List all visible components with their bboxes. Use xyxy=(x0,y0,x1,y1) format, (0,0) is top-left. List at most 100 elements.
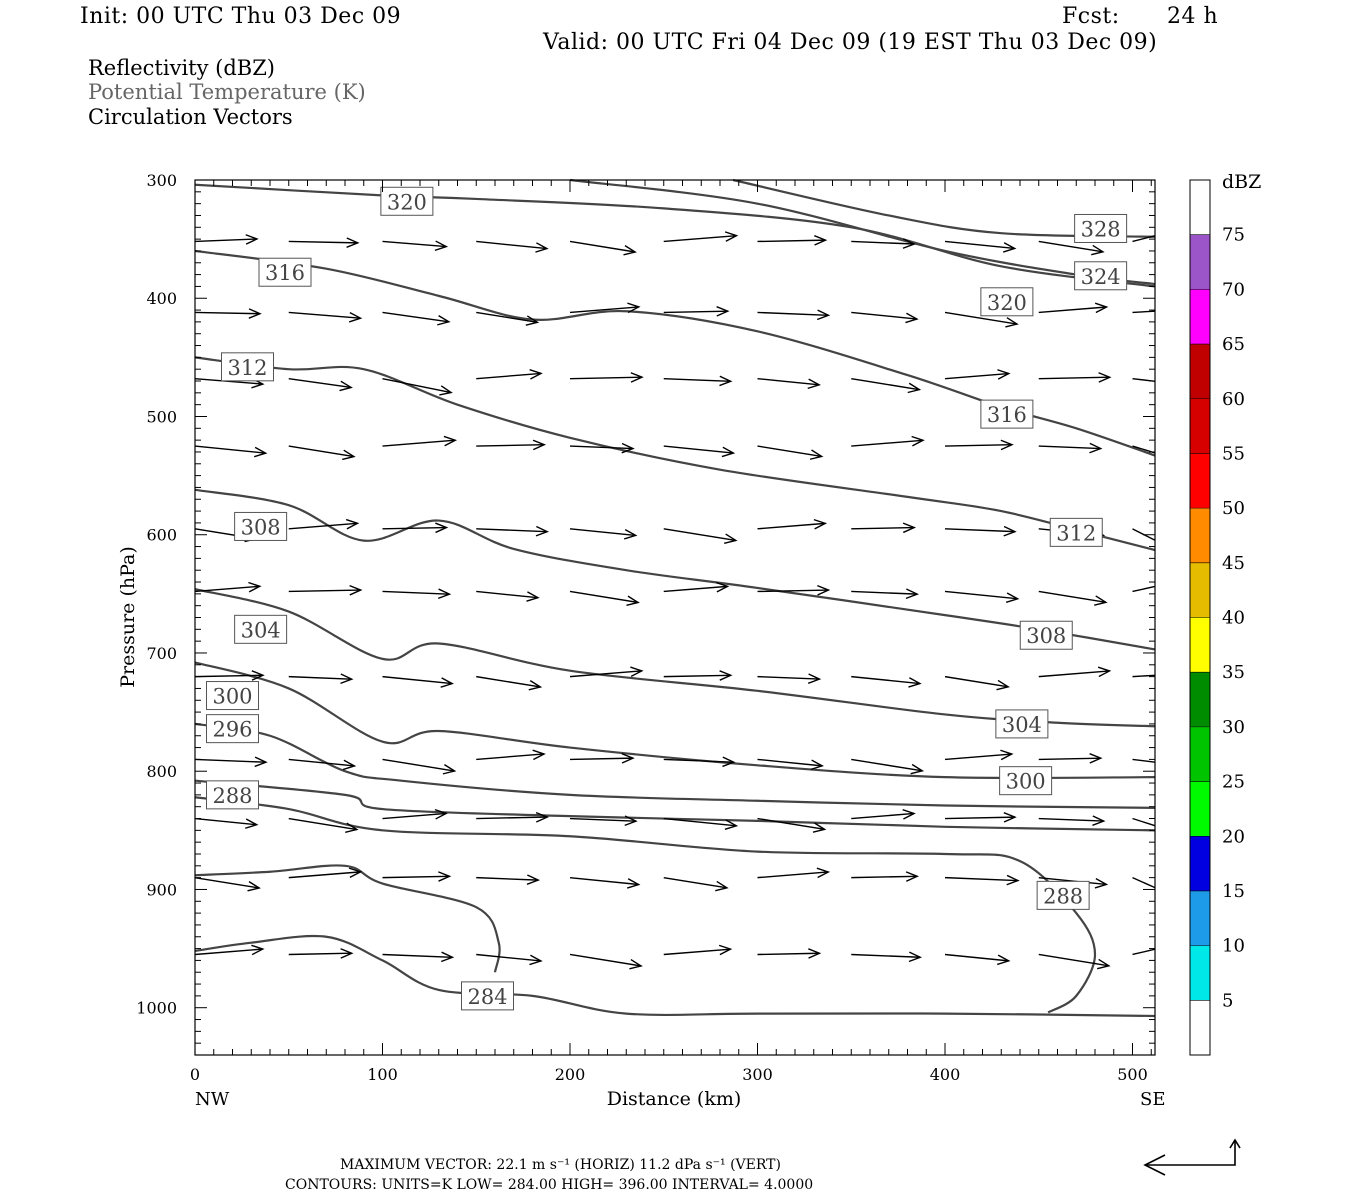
contour-label: 308 xyxy=(241,515,281,539)
colorbar-tick-label: 35 xyxy=(1222,662,1245,683)
contour-label: 300 xyxy=(212,685,252,709)
circulation-vector xyxy=(663,528,738,544)
circulation-vector xyxy=(663,375,733,387)
circulation-vector xyxy=(194,581,262,593)
contour-label-box xyxy=(206,714,259,744)
circulation-vector xyxy=(944,812,1017,823)
contour-label: 284 xyxy=(467,985,507,1009)
colorbar-tick-label: 10 xyxy=(1222,936,1245,957)
circulation-vector xyxy=(944,675,1010,691)
colorbar-tick-label: 40 xyxy=(1222,608,1245,629)
circulation-vector xyxy=(1038,240,1105,256)
contour-label-box xyxy=(1036,880,1090,910)
circulation-vector xyxy=(1132,948,1156,956)
contour-label: 320 xyxy=(387,190,427,214)
circulation-vector xyxy=(288,377,353,392)
colorbar-segment xyxy=(1190,344,1210,399)
colorbar-segment xyxy=(1190,508,1210,563)
circulation-vector xyxy=(569,528,638,540)
circulation-vector xyxy=(569,590,640,607)
circulation-vector xyxy=(851,675,922,688)
y-tick-label: 500 xyxy=(146,407,177,426)
circulation-vector xyxy=(757,673,822,684)
colorbar-tick-label: 30 xyxy=(1222,717,1245,738)
contour-line-312 xyxy=(194,356,1156,552)
contour-info: CONTOURS: UNITS=K LOW= 284.00 HIGH= 396.… xyxy=(285,1177,814,1193)
circulation-vector xyxy=(1038,302,1109,314)
contour-label-box xyxy=(206,681,259,711)
circulation-vector xyxy=(569,876,641,889)
contour-line-304 xyxy=(194,588,1156,728)
y-tick-label: 600 xyxy=(146,526,177,545)
contour-label: 304 xyxy=(1002,713,1042,737)
circulation-vector xyxy=(944,369,1011,380)
init-time: Init: 00 UTC Thu 03 Dec 09 xyxy=(80,4,402,29)
circulation-vector xyxy=(1132,674,1156,678)
circulation-vector xyxy=(663,756,736,768)
circulation-vector xyxy=(663,817,739,831)
circulation-vector xyxy=(288,867,363,879)
colorbar-segment xyxy=(1190,781,1210,837)
colorbar-tick-label: 75 xyxy=(1222,225,1245,246)
valid-time: Valid: 00 UTC Fri 04 Dec 09 (19 EST Thu … xyxy=(543,30,1158,55)
contour-label: 296 xyxy=(212,718,252,742)
colorbar-segment xyxy=(1190,562,1210,618)
circulation-vector xyxy=(382,871,452,882)
circulation-vector xyxy=(476,439,547,451)
contour-line-292 xyxy=(194,779,1156,832)
circulation-vector xyxy=(663,944,733,956)
circulation-vector xyxy=(1038,815,1106,826)
y-axis-label: Pressure (hPa) xyxy=(117,546,139,688)
y-tick-label: 300 xyxy=(146,171,177,190)
circulation-vector xyxy=(851,758,925,775)
circulation-vector xyxy=(851,435,925,447)
circulation-vector xyxy=(757,235,828,246)
circulation-vector xyxy=(1132,876,1156,889)
circulation-vector xyxy=(757,867,831,879)
circulation-vector xyxy=(569,815,638,827)
circulation-vector xyxy=(288,758,357,771)
circulation-vector xyxy=(382,675,454,688)
circulation-vector xyxy=(288,673,354,685)
contour-label-box xyxy=(206,780,259,810)
colorbar-segment xyxy=(1190,836,1210,891)
circulation-vector xyxy=(194,670,265,681)
circulation-vector xyxy=(194,445,268,458)
colorbar-segment xyxy=(1190,234,1210,290)
contour-line-288 xyxy=(194,796,1097,1014)
colorbar-tick-label: 5 xyxy=(1222,990,1233,1011)
circulation-vector xyxy=(757,817,827,833)
x-tick-label: 0 xyxy=(190,1065,200,1084)
contour-line-296 xyxy=(194,722,1156,809)
x-tick-label: 100 xyxy=(367,1065,398,1084)
x-tick-label: 500 xyxy=(1117,1065,1148,1084)
colorbar-segment xyxy=(1190,617,1210,673)
x-left-end-label: NW xyxy=(195,1089,230,1110)
contour-label-box xyxy=(221,352,274,382)
circulation-vector xyxy=(757,377,821,390)
circulation-vector xyxy=(476,811,550,823)
contour-label: 316 xyxy=(265,261,305,285)
circulation-vector xyxy=(1038,442,1103,454)
circulation-vector xyxy=(851,871,920,882)
contour-line-284 xyxy=(194,934,1156,1018)
circulation-vector xyxy=(288,445,356,461)
contour-label-box xyxy=(1019,620,1073,650)
contour-label-box xyxy=(1074,261,1128,291)
x-right-end-label: SE xyxy=(1140,1089,1165,1110)
colorbar-tick-label: 20 xyxy=(1222,826,1245,847)
circulation-vector xyxy=(944,439,1014,451)
circulation-vector xyxy=(1132,235,1156,243)
contour-label-box xyxy=(995,709,1049,739)
circulation-vector xyxy=(1038,753,1103,764)
field-circulation-vectors: Circulation Vectors xyxy=(88,105,293,129)
circulation-vector xyxy=(1038,953,1111,970)
contour-line-288b xyxy=(194,864,501,973)
circulation-vector xyxy=(476,590,540,602)
contour-label-box xyxy=(980,399,1034,429)
contour-label: 312 xyxy=(227,356,267,380)
circulation-vector xyxy=(288,311,363,323)
circulation-vector xyxy=(757,948,822,959)
circulation-vector xyxy=(944,311,1019,328)
